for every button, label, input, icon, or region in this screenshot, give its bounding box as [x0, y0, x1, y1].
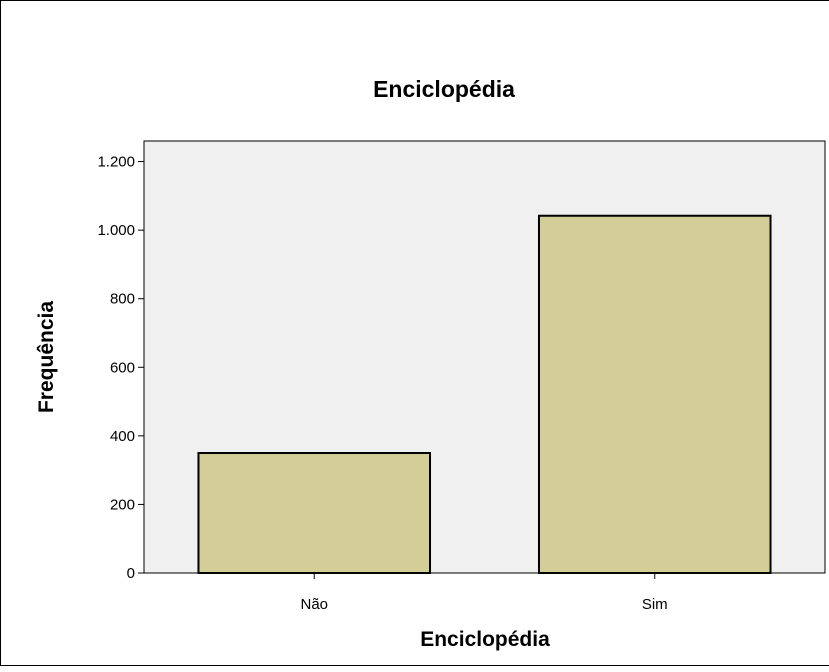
- y-axis: 0 200 400 600 800 1.000 1.200: [97, 154, 144, 582]
- y-tick-label: 200: [110, 496, 135, 513]
- bar-sim: [537, 214, 772, 574]
- y-tick-label: 600: [110, 359, 135, 376]
- y-tick-label: 0: [127, 565, 135, 582]
- y-tick-label: 800: [110, 291, 135, 308]
- bars-group: [197, 214, 772, 574]
- chart-title: Enciclopédia: [373, 76, 515, 102]
- bar-nao: [197, 452, 432, 574]
- y-tick-label: 1.000: [97, 222, 135, 239]
- y-tick-label: 400: [110, 428, 135, 445]
- y-tick-label: 1.200: [97, 154, 135, 171]
- x-tick-label: Sim: [642, 596, 668, 613]
- x-axis: Não Sim: [300, 573, 668, 613]
- x-tick-label: Não: [300, 596, 328, 613]
- y-axis-title: Frequência: [35, 301, 58, 413]
- x-axis-title: Enciclopédia: [420, 628, 550, 651]
